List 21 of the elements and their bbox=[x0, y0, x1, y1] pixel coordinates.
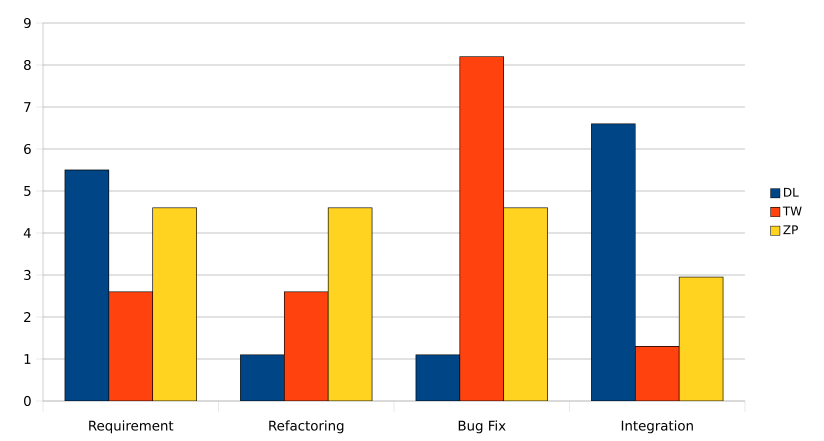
y-tick-label: 8 bbox=[24, 60, 31, 70]
x-tick-label: Requirement bbox=[89, 420, 174, 434]
y-tick-label: 5 bbox=[24, 186, 30, 196]
y-tick-label: 0 bbox=[24, 396, 31, 406]
y-tick-label: 9 bbox=[24, 18, 31, 28]
x-tick-label: Integration bbox=[622, 420, 693, 434]
bar bbox=[503, 207, 548, 401]
y-tick-label: 7 bbox=[24, 102, 30, 112]
legend-label: TW bbox=[782, 206, 802, 216]
y-tick-label: 1 bbox=[24, 354, 30, 364]
y-tick-label: 3 bbox=[24, 270, 31, 280]
legend-label: ZP bbox=[783, 225, 798, 234]
y-tick-label: 6 bbox=[24, 144, 31, 154]
y-tick-label: 2 bbox=[24, 312, 30, 322]
x-tick-label: Bug Fix bbox=[458, 420, 506, 434]
x-tick-label: Refactoring bbox=[269, 420, 344, 434]
y-tick-label: 4 bbox=[24, 228, 31, 238]
legend-label: DL bbox=[784, 188, 799, 197]
bar bbox=[678, 276, 724, 401]
bar bbox=[152, 207, 197, 401]
bar bbox=[328, 207, 372, 401]
